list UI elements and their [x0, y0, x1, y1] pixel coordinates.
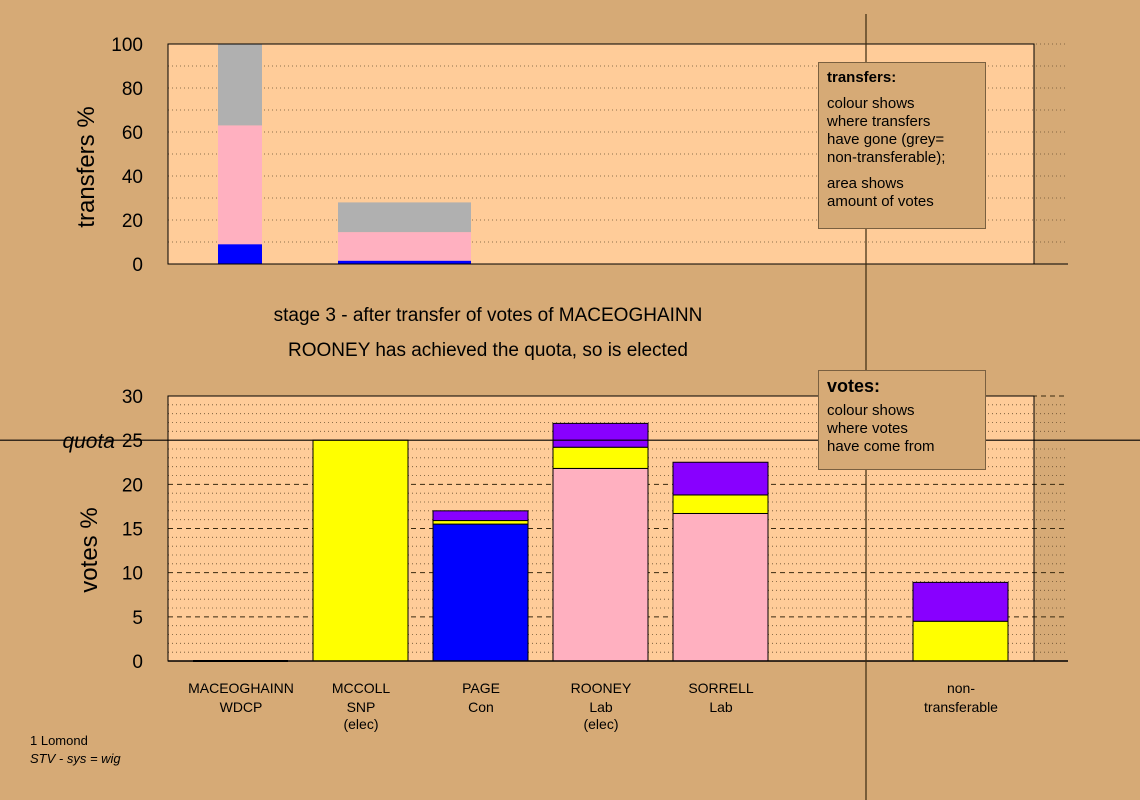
system-caption: STV - sys = wig [30, 751, 121, 766]
transfer-bar-segment [218, 125, 262, 245]
legend-transfers-line: non-transferable); [827, 149, 946, 166]
votes-y-tick-label: 25 [122, 431, 143, 452]
legend-transfers-line: area shows [827, 175, 904, 192]
candidate-name-label: non- [947, 680, 975, 696]
vote-bar-segment [552, 422, 649, 448]
legend-votes-line: where votes [827, 420, 908, 437]
votes-y-axis-label: votes % [76, 507, 103, 592]
candidate-name-label: MACEOGHAINN [188, 680, 294, 696]
candidate-name-label: MCCOLL [332, 680, 391, 696]
votes-y-tick-label: 15 [122, 520, 143, 541]
candidate-party-label: SNP [347, 699, 376, 715]
candidate-party-label: Lab [589, 699, 613, 715]
stage-subtitle: ROONEY has achieved the quota, so is ele… [288, 340, 688, 361]
ward-caption: 1 Lomond [30, 733, 88, 748]
vote-bar-segment [432, 520, 529, 525]
candidate-party-label: Lab [709, 699, 733, 715]
votes-y-tick-label: 30 [122, 387, 143, 408]
vote-bar-segment [432, 510, 529, 522]
transfers-y-tick-label: 60 [122, 123, 143, 144]
candidate-name-label: ROONEY [571, 680, 632, 696]
transfers-y-tick-label: 100 [111, 35, 143, 56]
votes-y-tick-label: 10 [122, 564, 143, 585]
candidate-name-label: PAGE [462, 680, 500, 696]
vote-bar-segment [312, 439, 409, 662]
transfer-bar-segment [218, 44, 262, 126]
candidate-party-label: transferable [924, 699, 998, 715]
transfers-y-tick-label: 40 [122, 167, 143, 188]
legend-transfers: transfers: colour shows where transfers … [818, 62, 986, 229]
transfers-y-axis-label: transfers % [73, 106, 100, 227]
vote-bar-segment [672, 494, 769, 514]
candidate-party-label: Con [468, 699, 494, 715]
quota-label: quota [62, 430, 115, 453]
legend-votes-line: have come from [827, 438, 935, 455]
transfers-y-tick-label: 80 [122, 79, 143, 100]
transfer-bar-segment [218, 244, 262, 264]
legend-transfers-line: colour shows [827, 95, 915, 112]
vote-bar-segment [672, 512, 769, 662]
legend-votes: votes: colour shows where votes have com… [818, 370, 986, 470]
candidate-party-label: WDCP [220, 699, 263, 715]
votes-y-tick-label: 5 [132, 608, 143, 629]
legend-transfers-title: transfers: [827, 69, 897, 86]
candidate-note-label: (elec) [583, 716, 618, 732]
vote-bar-segment [672, 461, 769, 496]
vote-bar-segment [552, 446, 649, 469]
transfers-y-tick-label: 20 [122, 211, 143, 232]
transfer-bar-segment [338, 260, 471, 264]
legend-transfers-line: amount of votes [827, 193, 934, 210]
legend-transfers-line: have gone (grey= [827, 131, 945, 148]
vote-bar-segment [432, 523, 529, 662]
legend-transfers-line: where transfers [827, 113, 931, 130]
votes-y-tick-label: 20 [122, 475, 143, 496]
votes-y-tick-label: 0 [132, 652, 143, 673]
stage-title: stage 3 - after transfer of votes of MAC… [273, 305, 703, 326]
vote-bar-segment [912, 581, 1009, 622]
candidate-name-label: SORRELL [688, 680, 754, 696]
legend-votes-line: colour shows [827, 402, 915, 419]
transfer-bar-segment [338, 232, 471, 261]
candidate-note-label: (elec) [343, 716, 378, 732]
transfers-y-tick-label: 0 [132, 255, 143, 276]
vote-bar-segment [552, 467, 649, 662]
vote-bar-segment [912, 620, 1009, 662]
transfer-bar-segment [338, 202, 471, 233]
legend-votes-title: votes: [827, 376, 881, 396]
